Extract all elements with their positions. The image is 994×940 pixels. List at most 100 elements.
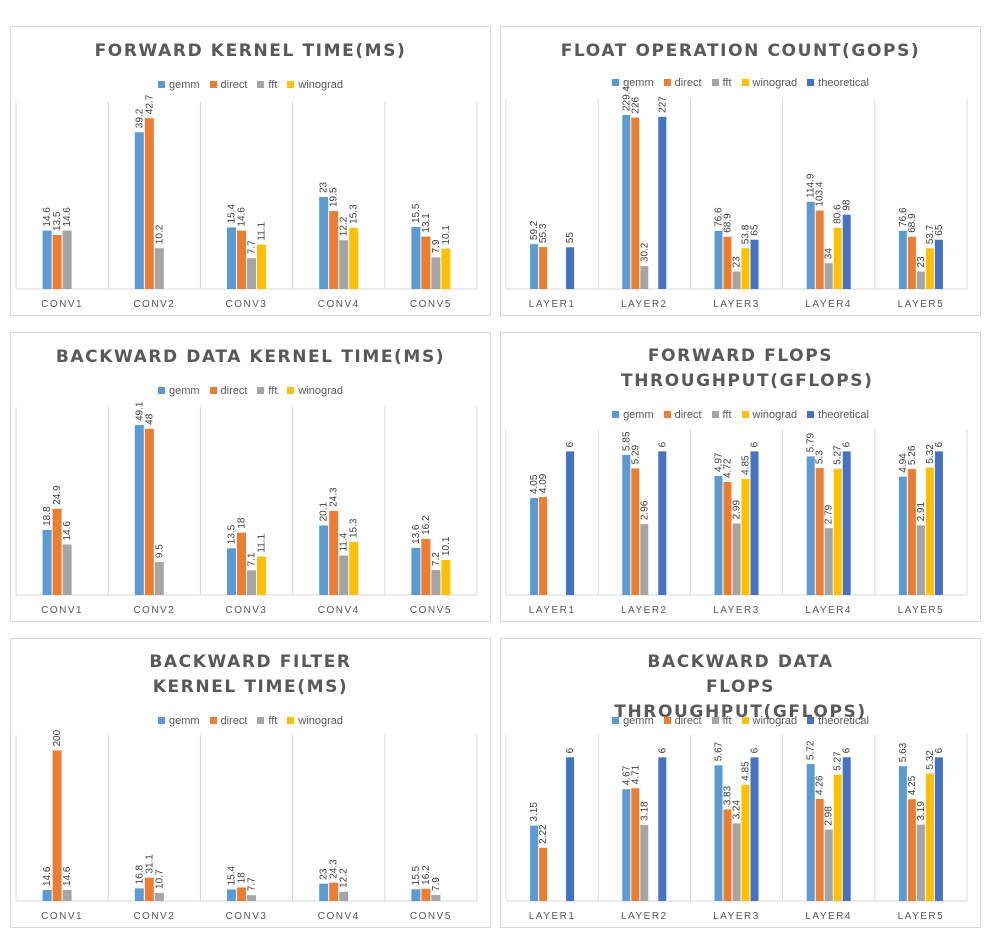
legend-swatch <box>741 717 749 724</box>
legend-label: fft <box>268 385 278 397</box>
bar-winograd <box>741 248 750 289</box>
bar-fft <box>824 263 833 289</box>
data-label: 24.9 <box>52 485 63 505</box>
data-label: 55 <box>565 232 576 244</box>
x-tick-label: CONV3 <box>226 911 268 922</box>
legend-swatch <box>209 387 217 394</box>
data-label: 3.24 <box>732 800 743 820</box>
bar-direct <box>631 788 640 901</box>
bar-direct <box>907 469 916 595</box>
bar-direct <box>329 882 339 901</box>
data-label: 9.5 <box>154 544 165 558</box>
bar-gemm <box>42 230 52 289</box>
legend-item-winograd: winograd <box>741 77 797 89</box>
x-tick-label: CONV4 <box>318 605 360 616</box>
chart-panel-float-operation-count: FLOAT OPERATION COUNT(GOPS) gemm direct ff… <box>500 26 981 316</box>
legend-item-winograd: winograd <box>287 715 343 727</box>
bar-gemm <box>714 476 723 595</box>
data-label: 11.1 <box>257 533 268 552</box>
bar-winograd <box>833 227 842 289</box>
x-tick-label: LAYER4 <box>805 299 852 310</box>
bar-direct <box>421 538 431 595</box>
chart-plot: CONV1 14.6 200 14.6 CONV2 16.831.110.7 CONV3 15… <box>15 729 478 922</box>
data-label: 4.85 <box>741 455 752 475</box>
data-label: 10.1 <box>441 225 452 245</box>
x-tick-label: CONV2 <box>133 299 175 310</box>
data-label: 68.9 <box>723 213 734 233</box>
legend-swatch <box>807 717 815 724</box>
bar-fft <box>732 271 741 289</box>
data-label: 31.1 <box>144 854 155 874</box>
x-tick-label: LAYER2 <box>621 911 668 922</box>
bar-gemm <box>898 476 907 595</box>
bar-direct <box>631 117 640 289</box>
data-label: 19.5 <box>329 187 340 207</box>
bar-gemm <box>134 425 144 595</box>
data-label: 23 <box>732 256 743 268</box>
legend-item-direct: direct <box>209 385 247 397</box>
bar-gemm <box>42 529 52 595</box>
legend-item-fft: fft <box>711 409 732 421</box>
bar-gemm <box>530 825 539 901</box>
legend-item-gemm: gemm <box>612 715 654 727</box>
legend-swatch <box>612 717 620 724</box>
data-label: 14.6 <box>62 207 73 227</box>
bar-fft <box>62 230 72 289</box>
bar-direct <box>421 236 431 289</box>
legend-label: gemm <box>623 409 654 421</box>
data-label: 6 <box>842 747 853 753</box>
legend-label: theoretical <box>818 715 869 727</box>
bar-gemm <box>898 766 907 901</box>
bar-fft <box>62 890 72 901</box>
x-tick-label: CONV3 <box>226 299 268 310</box>
data-label: 14.6 <box>42 207 53 227</box>
legend-label: direct <box>674 715 702 727</box>
x-tick-label: LAYER3 <box>713 911 760 922</box>
data-label: 55.3 <box>538 223 549 243</box>
bar-gemm <box>530 498 539 595</box>
bar-theoretical <box>934 451 943 595</box>
bar-fft <box>154 248 164 289</box>
data-label: 10.7 <box>154 869 165 889</box>
data-label: 7.7 <box>247 877 258 891</box>
data-label: 23 <box>319 181 330 193</box>
bar-gemm <box>227 548 236 595</box>
data-label: 5.32 <box>925 444 936 464</box>
chart-legend: gemm direct fft winograd <box>11 715 490 727</box>
data-label: 15.3 <box>349 204 360 224</box>
data-label: 6 <box>565 441 576 447</box>
legend-label: theoretical <box>818 77 869 89</box>
data-label: 114.9 <box>806 173 817 198</box>
bar-winograd <box>441 248 451 289</box>
data-label: 5.27 <box>833 751 844 771</box>
chart-title: BACKWARD FILTER KERNEL TIME(MS) <box>149 652 352 697</box>
data-label: 98 <box>842 199 853 211</box>
data-label: 5.27 <box>833 445 844 465</box>
bar-fft <box>247 570 256 595</box>
data-label: 4.26 <box>815 775 826 795</box>
data-label: 13.5 <box>52 211 63 231</box>
bar-theoretical <box>934 239 943 289</box>
data-label: 65 <box>934 224 945 236</box>
data-label: 103.4 <box>815 181 826 206</box>
bar-gemm <box>411 889 421 901</box>
bar-theoretical <box>934 757 943 901</box>
legend-swatch <box>741 411 749 418</box>
bar-theoretical <box>566 757 575 901</box>
bar-direct <box>144 428 154 595</box>
data-label: 4.71 <box>630 764 641 784</box>
x-tick-label: LAYER1 <box>529 605 576 616</box>
bar-direct <box>144 118 154 289</box>
x-tick-label: CONV2 <box>133 911 175 922</box>
data-label: 34 <box>824 248 835 260</box>
legend-label: fft <box>268 715 278 727</box>
bar-theoretical <box>750 239 759 289</box>
legend-swatch <box>807 411 815 418</box>
data-label: 7.1 <box>247 552 258 566</box>
bar-gemm <box>530 244 539 289</box>
bar-theoretical <box>658 116 667 289</box>
legend-swatch <box>612 79 620 86</box>
chart-title: BACKWARD DATA FLOPS THROUGHPUT(GFLOPS) <box>614 652 867 722</box>
data-label: 6 <box>842 441 853 447</box>
data-label: 12.2 <box>339 216 350 236</box>
